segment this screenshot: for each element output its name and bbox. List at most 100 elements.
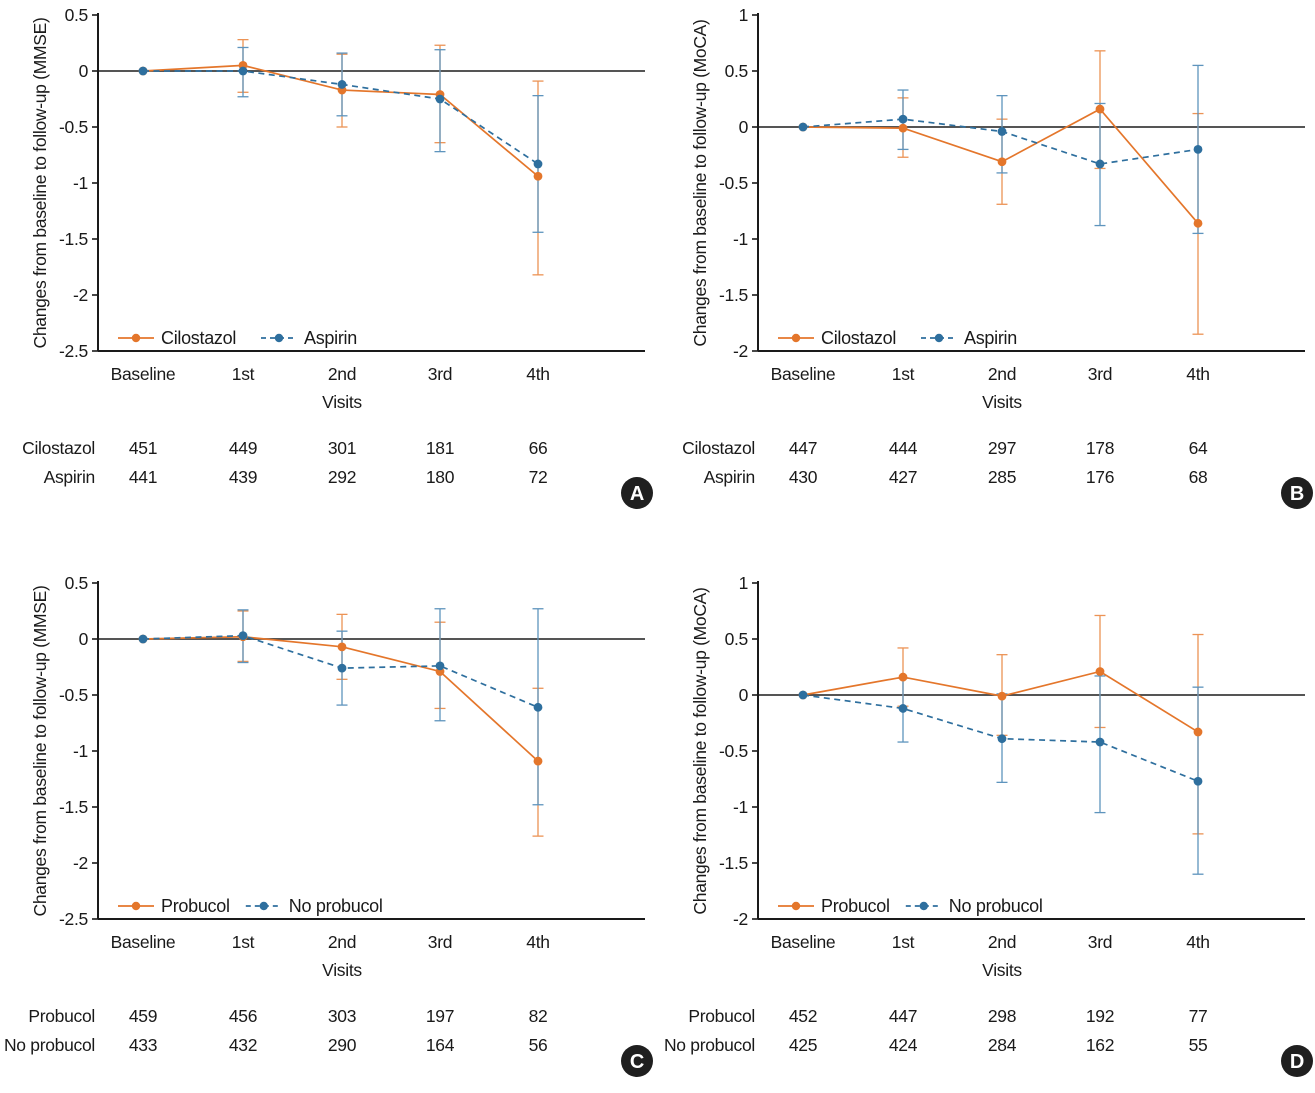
series-line-probucol <box>802 670 1199 733</box>
legend-marker <box>131 333 141 343</box>
data-point <box>1193 218 1203 228</box>
xtick-label: 3rd <box>1088 932 1112 952</box>
xtick-label: Baseline <box>771 932 836 952</box>
panel-badge <box>1281 477 1313 509</box>
legend-label: Cilostazol <box>161 328 236 348</box>
count-row-label: Probucol <box>28 1006 95 1026</box>
panel-badge-letter: C <box>630 1051 644 1073</box>
x-axis-title: Visits <box>322 392 362 412</box>
legend-label: Aspirin <box>304 328 357 348</box>
count-cell: 427 <box>889 467 917 487</box>
ytick-label: 0.5 <box>725 629 748 649</box>
series-line-probucol <box>142 635 539 762</box>
data-point <box>997 157 1007 167</box>
panel-badge <box>621 477 653 509</box>
panel-c: 0.5 0 -0.5 -1 -1.5 -2 -2.5 Changes from baselin… <box>0 568 655 1093</box>
data-point <box>898 672 908 682</box>
legend-label: Aspirin <box>964 328 1017 348</box>
count-cell: 447 <box>889 1006 917 1026</box>
legend-marker <box>791 901 801 911</box>
data-point <box>533 159 543 169</box>
xtick-label: Baseline <box>111 364 176 384</box>
count-row-label: Aspirin <box>44 467 95 487</box>
ytick-label: -2.5 <box>59 909 88 929</box>
data-point <box>898 123 908 133</box>
xtick-label: 4th <box>1186 932 1209 952</box>
count-cell: 56 <box>529 1035 548 1055</box>
count-cell: 424 <box>889 1035 918 1055</box>
count-cell: 449 <box>229 438 257 458</box>
data-point <box>1095 667 1105 676</box>
xtick-label: 1st <box>892 364 915 384</box>
count-cell: 77 <box>1189 1006 1208 1026</box>
ytick-label: 0.5 <box>65 5 88 25</box>
xtick-label: Baseline <box>771 364 836 384</box>
xtick-label: 2nd <box>328 932 356 952</box>
count-cell: 55 <box>1189 1035 1208 1055</box>
count-cell: 292 <box>328 467 356 487</box>
legend-label: Probucol <box>161 896 230 916</box>
count-cell: 456 <box>229 1006 257 1026</box>
x-axis-title: Visits <box>982 392 1022 412</box>
count-cell: 430 <box>789 467 818 487</box>
ytick-label: 1 <box>739 5 748 25</box>
chart-d: 1 0.5 0 -0.5 -1 -1.5 -2 Changes from baseline t… <box>664 573 1313 1077</box>
legend-marker <box>791 333 801 343</box>
ytick-label: 0 <box>79 629 89 649</box>
count-cell: 284 <box>988 1035 1017 1055</box>
data-point <box>337 642 347 652</box>
data-point <box>997 691 1007 701</box>
count-cell: 64 <box>1189 438 1208 458</box>
ytick-label: -0.5 <box>59 117 88 137</box>
count-cell: 181 <box>426 438 454 458</box>
xtick-label: 3rd <box>1088 364 1112 384</box>
data-point <box>997 734 1007 744</box>
data-point <box>533 702 543 712</box>
ytick-label: -1 <box>73 741 88 761</box>
chart-c: 0.5 0 -0.5 -1 -1.5 -2 -2.5 Changes from baselin… <box>4 573 653 1077</box>
count-row-label: Cilostazol <box>682 438 755 458</box>
count-row-label: Probucol <box>688 1006 755 1026</box>
count-cell: 290 <box>328 1035 357 1055</box>
data-point <box>435 661 445 671</box>
xtick-label: 2nd <box>328 364 356 384</box>
data-point <box>1193 776 1203 786</box>
data-point <box>1095 159 1105 169</box>
y-axis-title: Changes from baseline to follow-up (MoCA… <box>690 19 710 346</box>
panel-badge <box>621 1045 653 1077</box>
ytick-label: 0 <box>739 685 749 705</box>
panel-d: 1 0.5 0 -0.5 -1 -1.5 -2 Changes from baseline t… <box>660 568 1315 1093</box>
count-cell: 197 <box>426 1006 454 1026</box>
x-axis-title: Visits <box>982 960 1022 980</box>
data-point <box>533 756 543 766</box>
count-row-label: No probucol <box>4 1035 95 1055</box>
panel-badge-letter: B <box>1290 483 1304 505</box>
count-cell: 444 <box>889 438 918 458</box>
xtick-label: 1st <box>892 932 915 952</box>
data-point <box>1095 104 1105 114</box>
xtick-label: 4th <box>526 364 549 384</box>
data-point <box>238 66 248 76</box>
count-cell: 301 <box>328 438 356 458</box>
count-cell: 176 <box>1086 467 1114 487</box>
count-cell: 180 <box>426 467 455 487</box>
count-cell: 82 <box>529 1006 548 1026</box>
y-axis-title: Changes from baseline to follow-up (MMSE… <box>30 17 50 348</box>
count-cell: 303 <box>328 1006 356 1026</box>
panel-badge-letter: A <box>630 483 644 505</box>
count-cell: 162 <box>1086 1035 1114 1055</box>
data-point <box>138 66 148 76</box>
ytick-label: -1 <box>73 173 88 193</box>
count-cell: 425 <box>789 1035 817 1055</box>
xtick-label: 3rd <box>428 364 452 384</box>
data-point <box>1193 145 1203 154</box>
xtick-label: 4th <box>1186 364 1209 384</box>
data-point <box>238 631 248 641</box>
ytick-label: 0 <box>79 61 89 81</box>
legend-label: No probucol <box>949 896 1043 916</box>
ytick-label: -0.5 <box>59 685 88 705</box>
count-cell: 68 <box>1189 467 1208 487</box>
data-point <box>337 663 347 673</box>
x-axis-title: Visits <box>322 960 362 980</box>
ytick-label: -1 <box>733 797 748 817</box>
